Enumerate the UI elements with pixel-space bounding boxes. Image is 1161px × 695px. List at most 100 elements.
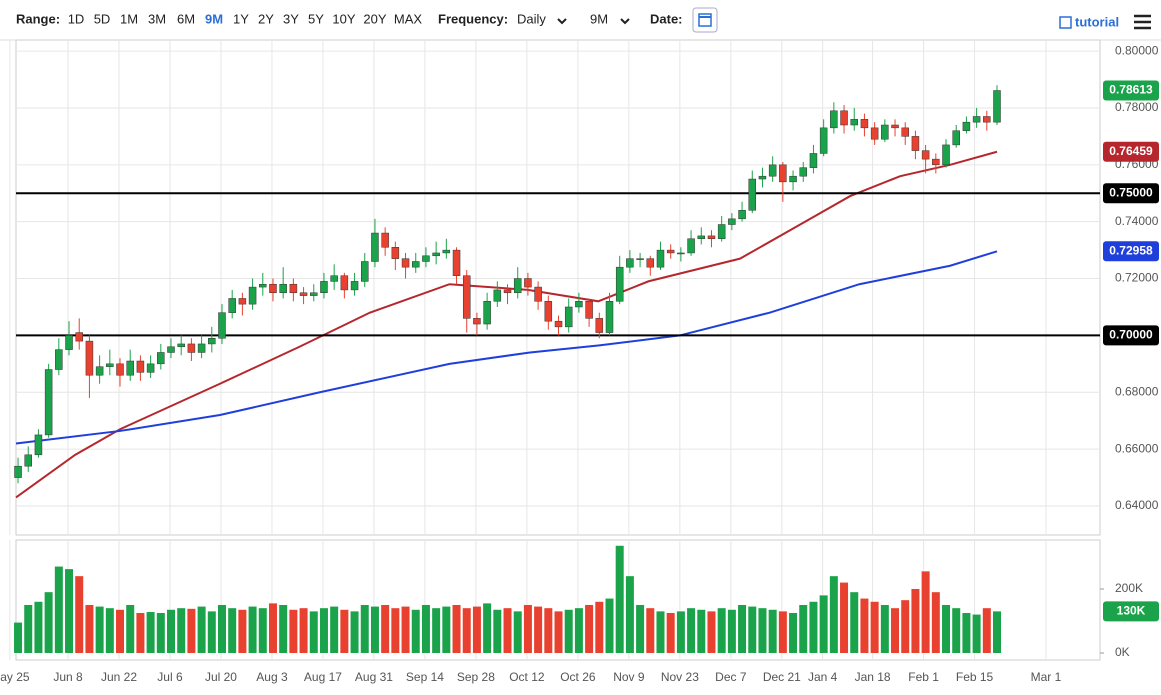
volume-bar [116,609,125,653]
x-tick-label: Dec 7 [715,670,747,684]
x-tick-label: Aug 3 [256,670,288,684]
candle-body [197,343,206,353]
volume-bar [411,609,420,653]
candle-body [65,335,73,350]
menu-button[interactable] [1134,14,1151,30]
x-tick-label: Jul 20 [205,670,237,684]
range-button[interactable]: 5Y [308,11,324,26]
volume-bar [513,611,522,653]
value-label-box [1103,183,1159,204]
candle-body [809,153,818,168]
period-select[interactable]: 9M [590,11,608,26]
volume-bar [472,606,481,653]
volume-bar [167,609,176,653]
x-tick-label: Jun 8 [53,670,83,684]
volume-bar [319,608,328,653]
volume-bar [177,608,186,653]
volume-bar [860,598,869,653]
volume-bar [646,608,655,653]
volume-bar [54,566,63,653]
volume-bar [666,612,675,653]
candle-body [391,247,400,259]
volume-bar [799,604,808,653]
volume-bar [146,612,155,653]
range-button[interactable]: 10Y [332,11,355,26]
candle-body [361,261,369,282]
range-button[interactable]: 5D [94,11,111,26]
candle-body [952,130,960,146]
range-button[interactable]: 6M [177,11,195,26]
volume-bar [840,582,849,653]
candle-body [779,164,787,183]
volume-bar [187,608,196,653]
volume-bar [564,609,573,653]
candle-body [789,175,797,183]
calendar-button[interactable] [692,7,718,33]
tutorial-link[interactable]: tutorial [1075,14,1119,29]
candle-body [932,158,940,166]
candle-body [422,255,430,262]
range-button[interactable]: 9M [205,11,223,26]
candle-body [157,352,165,365]
candle-body [840,110,848,126]
candle-body [717,224,726,239]
volume-bar [299,608,308,653]
range-button[interactable]: MAX [394,11,423,26]
value-label: 0.70000 [1109,328,1153,342]
toolbar: Range: Frequency: Daily 9M Date: tutoria… [0,7,1161,41]
range-button[interactable]: 20Y [363,11,386,26]
volume-bar [697,609,706,653]
range-button[interactable]: 1Y [233,11,249,26]
candle-body [666,249,675,254]
volume-bar [809,601,818,653]
volume-bar [615,545,624,653]
volume-bar [829,576,838,653]
candle-body [401,258,410,268]
volume-bar [687,608,696,653]
candle-body [656,249,665,268]
x-tick-label: Jan 4 [808,670,838,684]
candle-body [972,116,981,123]
x-tick-label: Dec 21 [763,670,801,684]
x-tick-label: Sep 14 [406,670,444,684]
candle-body [452,249,461,276]
candle-body [697,235,706,239]
volume-bar [197,606,206,653]
x-tick-label: Aug 17 [304,670,342,684]
candle-body [146,363,155,373]
candle-body [646,258,655,268]
candle-body [167,346,175,353]
candle-body [289,283,298,294]
volume-bar [605,598,614,653]
x-tick-label: Feb 15 [956,670,994,684]
candle-body [615,266,624,302]
candle-body [942,144,950,166]
range-button[interactable]: 1M [120,11,138,26]
candle-body [921,150,930,160]
volume-bar [819,595,828,653]
range-button[interactable]: 3Y [283,11,299,26]
range-button[interactable]: 2Y [258,11,274,26]
volume-tick-label: 0K [1115,645,1130,659]
x-tick-label: Jul 6 [157,670,183,684]
volume-bar [330,606,339,653]
chevron[interactable] [557,18,567,25]
x-tick-label: Jun 22 [101,670,137,684]
range-button[interactable]: 3M [148,11,166,26]
volume-bar [789,612,798,653]
value-label-box [1103,241,1159,262]
range-button[interactable]: 1D [68,11,85,26]
volume-bar [95,606,104,653]
volume-bar [279,604,288,653]
candle-body [993,90,1001,123]
candle-body [677,252,685,255]
candle-body [238,298,247,305]
candle-body [544,301,553,322]
volume-bar [24,604,33,653]
candle-body [891,124,899,129]
frequency-select[interactable]: Daily [517,11,546,26]
candle-body [177,343,185,348]
volume-bar [585,604,594,653]
candle-body [95,366,104,376]
chevron[interactable] [620,18,630,25]
